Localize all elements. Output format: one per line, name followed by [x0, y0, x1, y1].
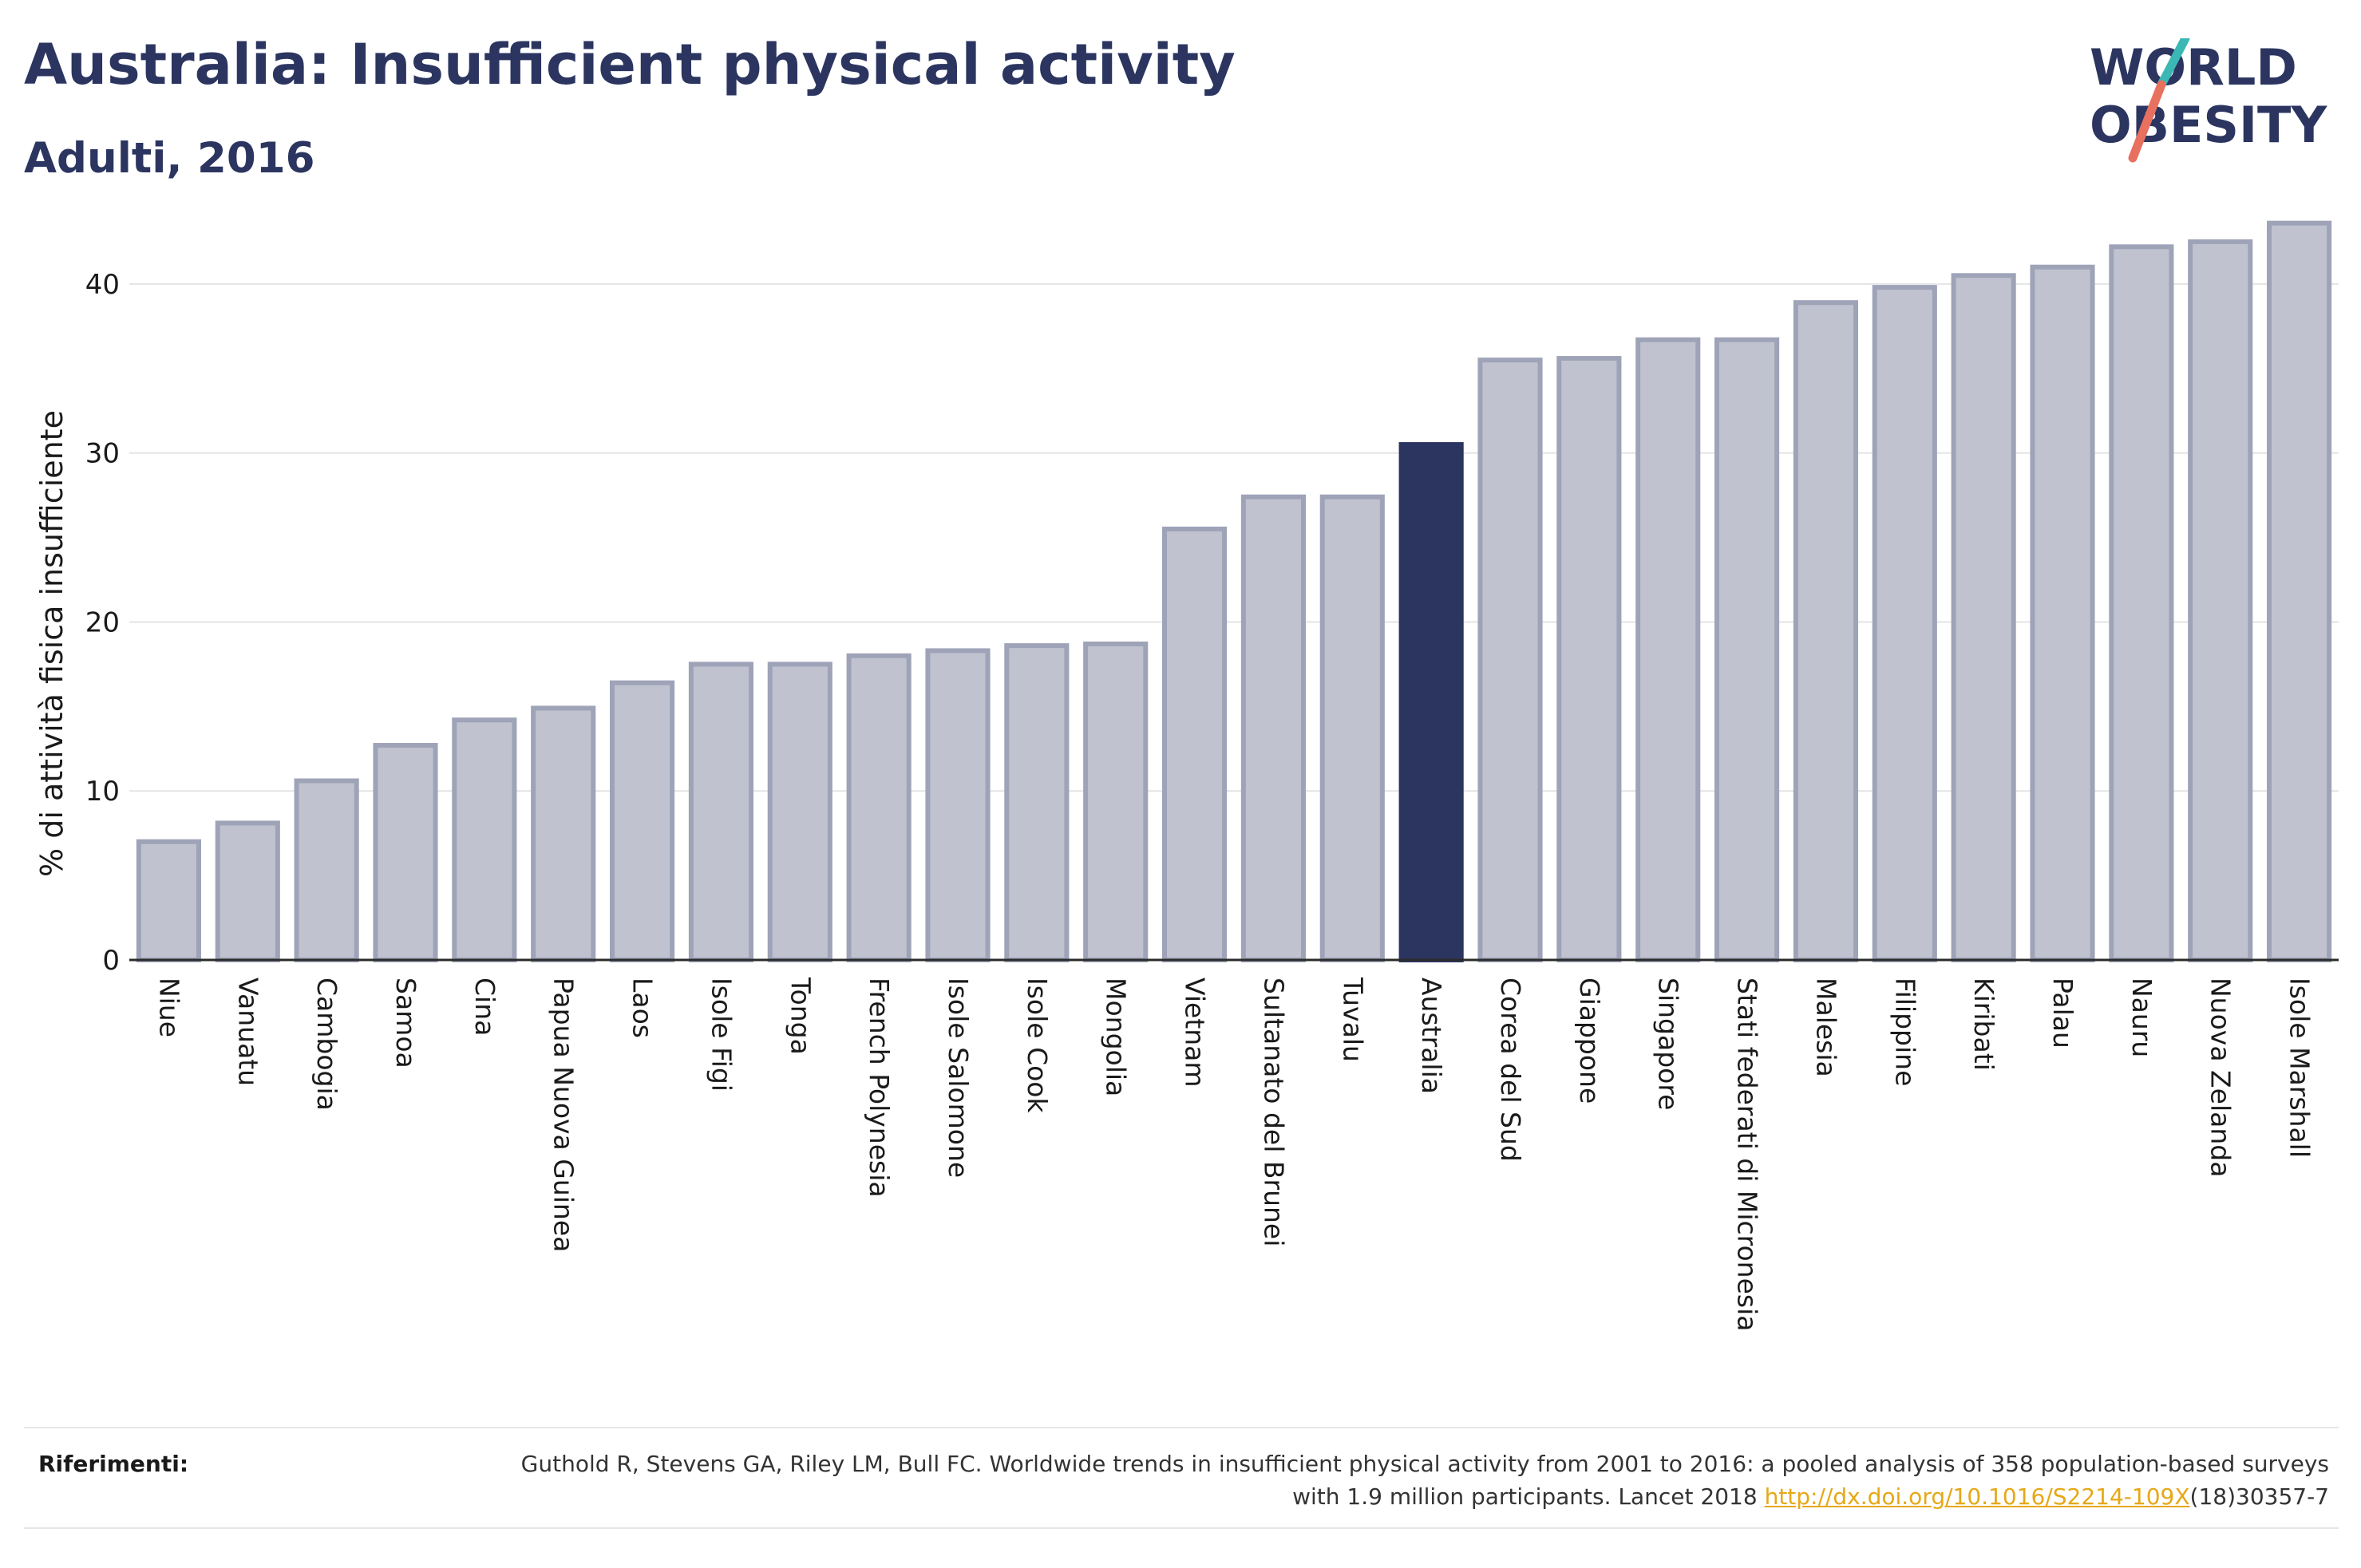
bar-isole-cook[interactable]	[1004, 643, 1070, 962]
x-tick-label: Niue	[153, 978, 184, 1037]
references-panel: Riferimenti: Guthold R, Stevens GA, Rile…	[24, 1427, 2339, 1529]
x-tick-label: Cambogia	[311, 978, 342, 1111]
references-doi-link[interactable]: http://dx.doi.org/10.1016/S2214-109X	[1764, 1483, 2190, 1510]
x-tick-label: French Polynesia	[864, 978, 895, 1198]
references-text: Guthold R, Stevens GA, Riley LM, Bull FC…	[493, 1448, 2329, 1513]
x-tick-label: Sultanato del Brunei	[1258, 978, 1289, 1246]
bar-laos[interactable]	[610, 680, 675, 962]
world-obesity-logo: WORLD OBESITY	[2090, 38, 2327, 163]
bar-papua-nuova-guinea[interactable]	[531, 705, 596, 962]
y-tick-label: 30	[85, 438, 120, 470]
bar-isole-salomone[interactable]	[925, 648, 991, 962]
x-tick-label: Vanuatu	[232, 978, 263, 1086]
y-tick-label: 10	[85, 776, 120, 808]
bar-corea-del-sud[interactable]	[1477, 357, 1543, 962]
x-tick-label: Mongolia	[1101, 978, 1132, 1096]
x-tick-label: Stati federati di Micronesia	[1732, 978, 1763, 1332]
bar-isole-figi[interactable]	[688, 662, 753, 963]
chart-subtitle: Adulti, 2016	[24, 134, 315, 183]
x-tick-label: Malesia	[1810, 978, 1841, 1077]
x-tick-label: Giappone	[1574, 978, 1605, 1104]
x-tick-label: Tuvalu	[1337, 977, 1368, 1062]
bar-cina[interactable]	[452, 717, 517, 963]
x-tick-label: Papua Nuova Guinea	[548, 978, 579, 1252]
y-tick-label: 40	[85, 269, 120, 301]
x-tick-label: Laos	[627, 978, 658, 1038]
x-tick-label: Nuova Zelanda	[2205, 978, 2236, 1177]
y-tick-label: 20	[85, 606, 120, 638]
bar-niue[interactable]	[136, 839, 201, 963]
svg-text:OBESITY: OBESITY	[2090, 96, 2327, 154]
y-tick-label: 0	[102, 945, 120, 977]
bar-vanuatu[interactable]	[215, 820, 280, 962]
bar-sultanato-del-brunei[interactable]	[1240, 494, 1306, 962]
bar-cambogia[interactable]	[294, 778, 359, 963]
bar-nuova-zelanda[interactable]	[2188, 239, 2253, 962]
bar-isole-marshall[interactable]	[2267, 220, 2332, 963]
y-axis-title: % di attività fisica insufficiente	[34, 410, 69, 877]
x-tick-label: Singapore	[1653, 978, 1684, 1110]
x-tick-label: Vietnam	[1180, 978, 1211, 1088]
bar-stati-federati-di-micronesia[interactable]	[1714, 337, 1780, 962]
x-tick-label: Isole Marshall	[2284, 978, 2316, 1158]
bar-filippine[interactable]	[1872, 285, 1937, 962]
x-tick-label: Nauru	[2126, 978, 2157, 1057]
svg-text:WORLD: WORLD	[2090, 38, 2297, 97]
bar-chart: 0 10 20 30 40 % di attività fisica insufficie…	[34, 220, 2339, 1332]
logo-slash-teal-icon	[2157, 38, 2190, 89]
bar-malesia[interactable]	[1793, 300, 1858, 962]
x-tick-label: Australia	[1416, 978, 1447, 1094]
bar-tonga[interactable]	[767, 662, 832, 963]
x-tick-label: Corea del Sud	[1495, 978, 1526, 1162]
bar-australia[interactable]	[1398, 442, 1464, 962]
references-doi-suffix: (18)30357-7	[2189, 1483, 2329, 1510]
bar-mongolia[interactable]	[1083, 641, 1149, 963]
bar-tuvalu[interactable]	[1319, 494, 1385, 962]
bar-kiribati[interactable]	[1951, 273, 2016, 962]
x-tick-label: Isole Cook	[1022, 978, 1053, 1113]
chart-title: Australia: Insufficient physical activit…	[24, 32, 1236, 97]
x-tick-label: Filippine	[1889, 978, 1920, 1086]
x-tick-label: Palau	[2047, 978, 2078, 1049]
bar-vietnam[interactable]	[1162, 526, 1228, 962]
x-tick-label: Cina	[469, 978, 500, 1036]
x-tick-label: Isole Figi	[706, 978, 737, 1092]
bar-giappone[interactable]	[1556, 356, 1622, 962]
bar-singapore[interactable]	[1635, 337, 1701, 962]
references-label: Riferimenti:	[38, 1451, 189, 1477]
bar-palau[interactable]	[2030, 264, 2095, 962]
references-citation: Guthold R, Stevens GA, Riley LM, Bull FC…	[520, 1451, 2329, 1510]
x-tick-label: Kiribati	[1968, 978, 1999, 1071]
bar-nauru[interactable]	[2109, 244, 2174, 962]
bar-french-polynesia[interactable]	[846, 653, 912, 962]
x-tick-label: Tonga	[785, 977, 816, 1055]
x-tick-label: Samoa	[390, 978, 421, 1068]
logo-slash-coral-icon	[2128, 80, 2166, 163]
x-tick-label: Isole Salomone	[943, 978, 974, 1178]
bar-samoa[interactable]	[373, 743, 438, 962]
